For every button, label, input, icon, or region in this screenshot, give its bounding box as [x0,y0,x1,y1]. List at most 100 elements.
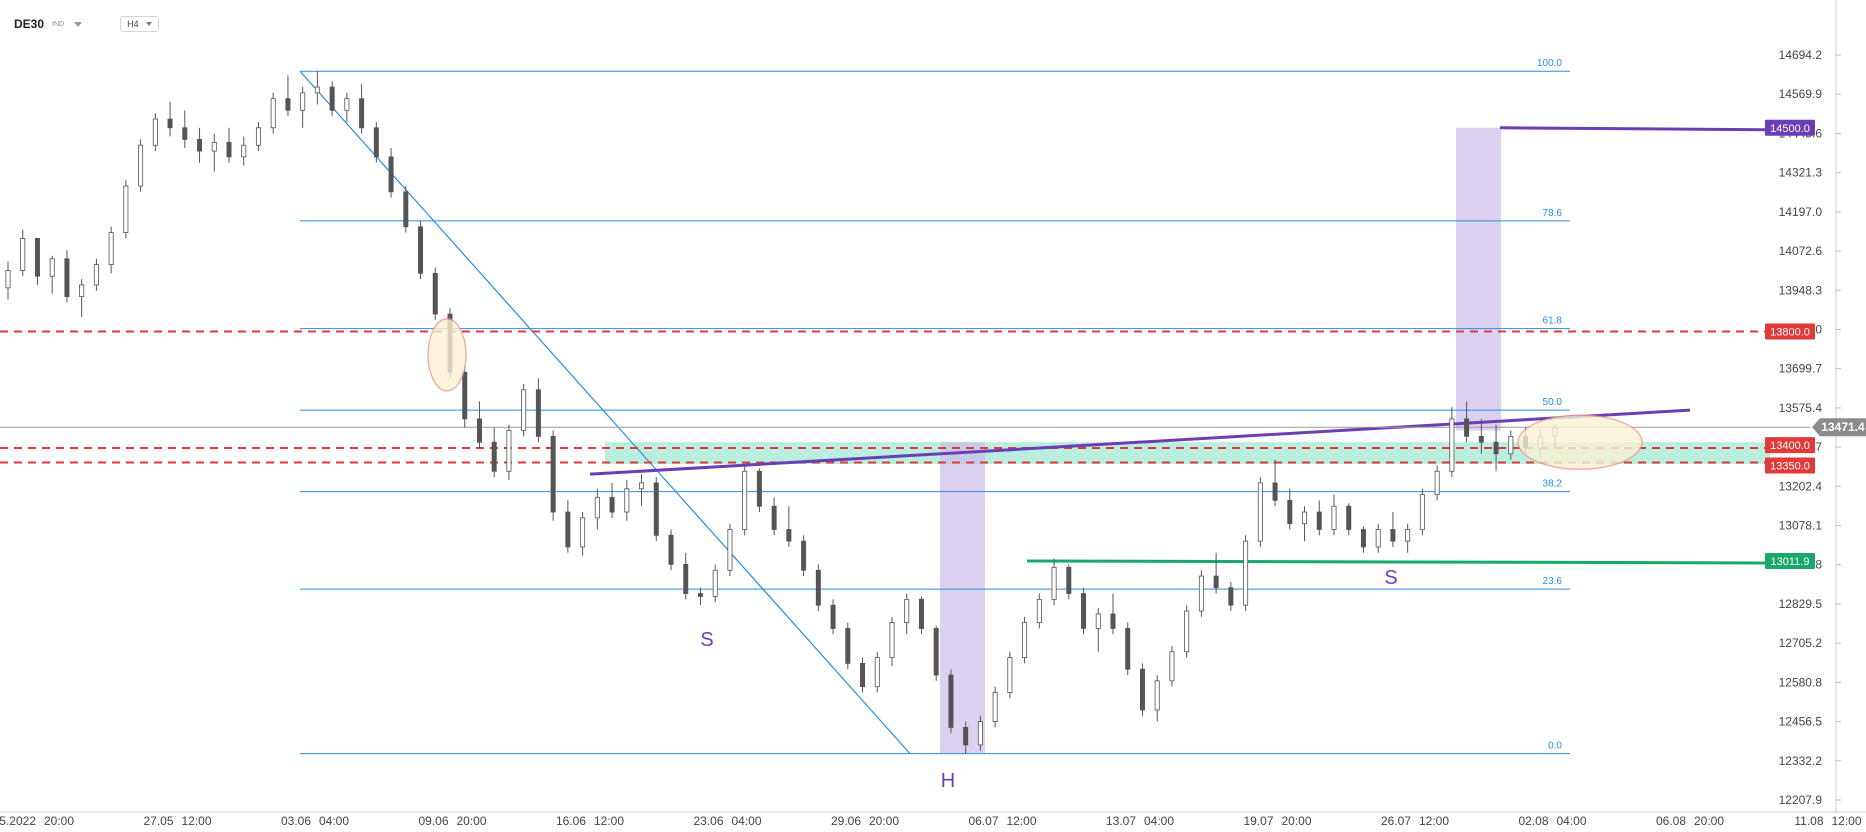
symbol-type-label: IND [52,20,65,28]
fib-label: 23.6 [1543,576,1563,587]
candle-body [624,488,630,513]
candle-body [756,470,762,507]
candle-body [64,258,70,298]
candle-body [992,692,998,723]
candle-body [845,628,851,664]
candle-body [1022,622,1028,658]
candle-body [948,674,954,728]
candle-body [1228,587,1234,606]
candle-body [594,497,600,519]
fib-label: 0.0 [1548,741,1562,752]
fib-trend-line [299,70,911,755]
candle-body [403,191,409,228]
candle-body [418,226,424,274]
x-tick-time: 04:00 [1557,814,1587,828]
candle-body [771,505,777,530]
candle-body [1198,575,1204,612]
candle-body [1036,598,1042,624]
candle-body [1508,435,1514,455]
y-tick-label: 14197.0 [1779,205,1823,219]
candle-body [830,604,836,629]
x-tick-date: 26.07 [1381,814,1411,828]
timeframe-selector[interactable]: H4 [120,16,159,32]
candle-body [1287,499,1293,525]
y-tick-label: 12705.2 [1779,636,1823,650]
candle-body [255,127,261,146]
y-tick-label: 13699.7 [1779,362,1823,376]
candle-body [373,127,379,158]
candle-body [904,598,910,624]
candle-body [1184,610,1190,653]
candle-body [20,237,26,271]
candle-body [49,258,55,277]
candle-body [639,482,645,490]
candle-body [1434,470,1440,495]
candle-body [712,569,718,597]
x-tick-date: 27.05 [143,814,173,828]
symbol-label[interactable]: DE30 [14,17,45,31]
x-tick-date: 02.08 [1518,814,1548,828]
fib-label: 100.0 [1537,58,1562,69]
price-tag-13400-bg [1765,437,1815,454]
breakout-ellipse [427,318,467,392]
candle-body [1051,566,1057,600]
chevron-down-icon[interactable] [74,21,83,27]
y-tick-label: 12456.5 [1779,715,1823,729]
x-tick-date: 13.07 [1106,814,1136,828]
y-tick-label: 12580.8 [1779,675,1823,689]
candle-body [197,139,203,152]
current-price-tag-bg [1812,418,1866,437]
price-tag-13350-bg [1765,457,1815,474]
x-tick-date: 06.08 [1656,814,1686,828]
candle-body [476,418,482,443]
x-tick-date: 23.06 [693,814,723,828]
head-depth-box [940,442,985,754]
x-tick-date: 03.06 [281,814,311,828]
target-line-14500 [1499,126,1766,132]
candle-body [1478,435,1484,443]
candle-body [801,540,807,571]
candle-body [565,511,571,548]
price-tag-14500-bg [1765,119,1815,136]
candle-body [1316,511,1322,530]
candle-body [34,237,40,277]
price-tag-13400: 13400.0 [1770,440,1810,452]
y-tick-label: 14321.3 [1779,166,1823,180]
candle-body [226,141,232,158]
candle-body [1154,680,1160,711]
y-tick-label: 13948.3 [1779,283,1823,297]
fib-label: 38.2 [1543,479,1563,490]
candle-body [1419,494,1425,530]
candle-body [683,564,689,594]
x-tick-date: 11.08 [1794,814,1823,828]
candle-body [241,144,247,158]
chart-toolbar: DE30 IND H4 [14,14,159,34]
candle-body [462,371,468,420]
chevron-down-icon [145,22,152,26]
y-tick-label: 14569.9 [1779,87,1823,101]
candle-body [874,657,880,688]
x-tick-time: 20:00 [457,814,487,828]
candle-body [388,156,394,193]
candle-body [1007,657,1013,693]
candle-body [933,628,939,676]
candle-body [285,98,291,111]
x-tick-time: 12:00 [182,814,212,828]
candle-body [668,534,674,565]
x-tick-time: 12:00 [1832,814,1862,828]
candle-body [815,569,821,606]
x-tick-date: 16.06 [556,814,586,828]
x-tick-date: 09.06 [418,814,448,828]
candle-body [1110,613,1116,629]
x-tick-time: 04:00 [732,814,762,828]
candle-body [314,86,320,94]
candle-body [1464,418,1470,437]
candle-body [79,284,85,298]
candle-body [123,185,129,233]
pattern-label-1: H [941,770,955,792]
timeframe-label: H4 [127,19,139,29]
candle-body [1169,651,1175,682]
candle-body [697,593,703,597]
x-tick-date: 29.06 [831,814,861,828]
